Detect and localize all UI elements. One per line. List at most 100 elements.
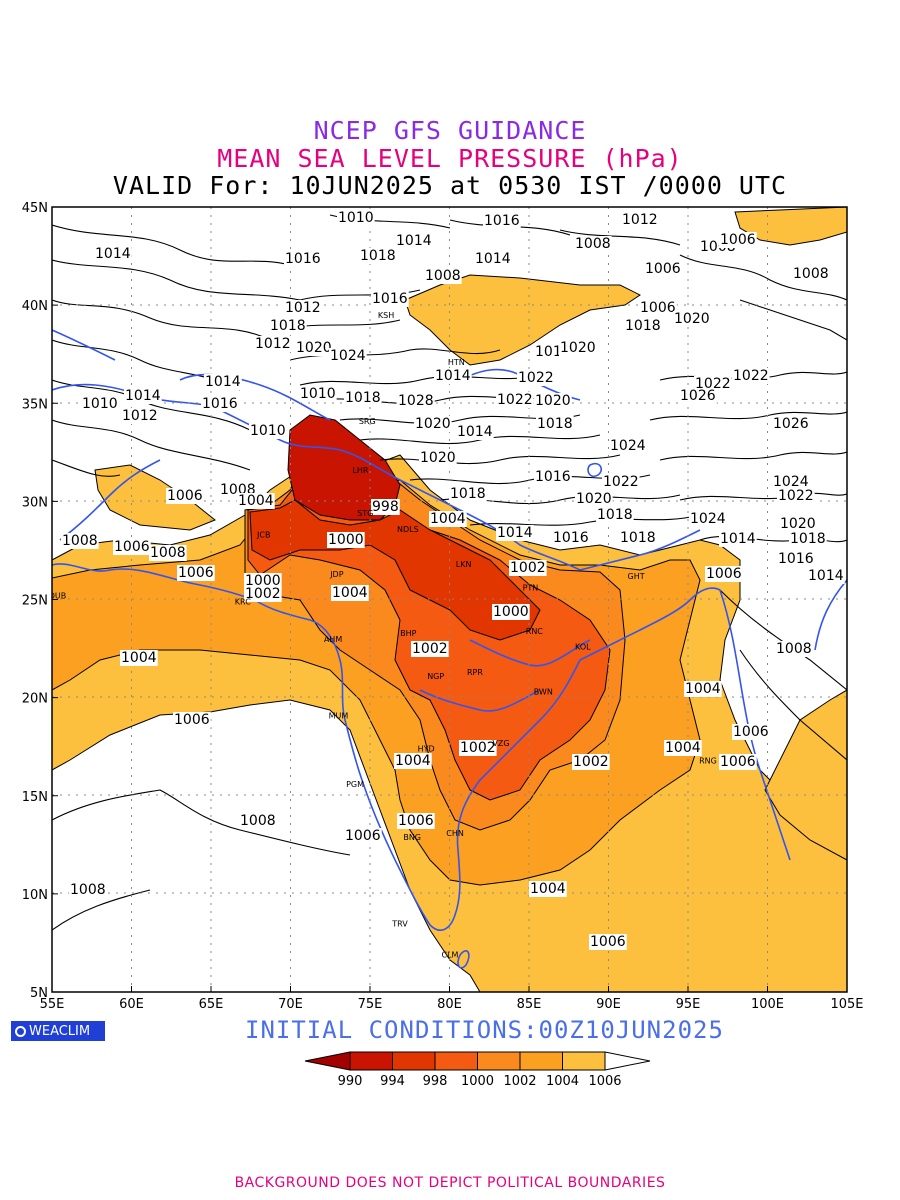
contour-label: 1020 xyxy=(560,340,596,356)
contour-label: 1004 xyxy=(238,493,274,509)
station-label: LKN xyxy=(456,560,472,569)
contour-label: 1004 xyxy=(332,585,368,601)
contour-label: 1010 xyxy=(250,423,286,439)
contour-label: 1014 xyxy=(435,368,471,384)
contour-label: 1016 xyxy=(535,469,571,485)
contour-label: 1024 xyxy=(330,348,366,364)
latitude-labels: 45N 40N 35N 30N 25N 20N 15N 10N 5N xyxy=(22,201,48,1001)
lon-label: 80E xyxy=(437,997,462,1012)
contour-label: 1014 xyxy=(205,374,241,390)
axis-ticks xyxy=(51,206,848,993)
station-label: STG xyxy=(357,509,373,518)
contour-label: 1016 xyxy=(285,251,321,267)
contour-label: 1014 xyxy=(720,531,756,547)
contour-label: 1010 xyxy=(300,386,336,402)
contour-label: 1024 xyxy=(690,511,726,527)
contour-label: 1024 xyxy=(610,438,646,454)
contour-label: 1022 xyxy=(778,488,814,504)
map-title-valid-time: VALID For: 10JUN2025 at 0530 IST /0000 U… xyxy=(112,171,788,200)
contour-label: 1006 xyxy=(345,828,381,844)
contour-label: 1008 xyxy=(62,533,98,549)
lat-label: 15N xyxy=(22,790,48,805)
station-label: JDP xyxy=(329,570,344,579)
station-label: PTN xyxy=(523,584,539,593)
contour-label: 1018 xyxy=(450,486,486,502)
contour-label: 1006 xyxy=(640,300,676,316)
contour-label: 1020 xyxy=(420,450,456,466)
contour-label: 1020 xyxy=(780,516,816,532)
contour-label: 1008 xyxy=(575,236,611,252)
contour-label: 1018 xyxy=(537,416,573,432)
contour-label: 1028 xyxy=(398,393,434,409)
contour-label: 1002 xyxy=(573,754,609,770)
station-labels: KSH HTN SRG LHR STG NDLS JCB JDP LKN PTN KRC DUB AHM… xyxy=(49,311,717,960)
logo-text: WEACLIM xyxy=(29,1023,91,1039)
legend-swatch xyxy=(562,1051,606,1071)
station-label: GHT xyxy=(628,572,645,581)
lat-label: 25N xyxy=(22,594,48,609)
map-title-variable: MEAN SEA LEVEL PRESSURE (hPa) xyxy=(217,144,683,173)
contour-label: 1008 xyxy=(425,268,461,284)
station-label: HYD xyxy=(418,745,435,754)
contour-label: 1002 xyxy=(412,641,448,657)
lon-label: 85E xyxy=(517,997,542,1012)
lat-label: 45N xyxy=(22,201,48,216)
contour-label: 1006 xyxy=(174,712,210,728)
legend-label: 998 xyxy=(423,1074,448,1089)
legend-swatch xyxy=(349,1051,393,1071)
contour-label: 1006 xyxy=(114,539,150,555)
contour-label: 1008 xyxy=(793,266,829,282)
contour-label: 1016 xyxy=(202,396,238,412)
initial-conditions-label: INITIAL CONDITIONS:00Z10JUN2025 xyxy=(245,1016,724,1044)
contour-label: 1014 xyxy=(95,246,131,262)
contour-label: 1014 xyxy=(125,388,161,404)
contour-label: 1020 xyxy=(296,340,332,356)
contour-label: 1024 xyxy=(773,474,809,490)
station-label: KOL xyxy=(575,643,591,652)
contour-label: 1020 xyxy=(674,311,710,327)
contour-label: 1016 xyxy=(553,530,589,546)
contour-label: 1004 xyxy=(395,753,431,769)
station-label: TRV xyxy=(391,919,408,928)
contour-label: 1002 xyxy=(510,560,546,576)
contour-label: 1004 xyxy=(430,511,466,527)
logo-ring-icon xyxy=(15,1025,26,1037)
contour-label: 1018 xyxy=(597,507,633,523)
contour-label: 1008 xyxy=(776,641,812,657)
legend-label: 1002 xyxy=(503,1074,536,1089)
contour-label: 1006 xyxy=(720,232,756,248)
contour-label: 1006 xyxy=(706,566,742,582)
lat-label: 30N xyxy=(22,495,48,510)
station-label: KSH xyxy=(378,311,394,320)
station-label: NGP xyxy=(427,672,444,681)
station-label: SRG xyxy=(359,417,376,426)
legend-arrow-high xyxy=(604,1051,651,1071)
contour-label: 1006 xyxy=(590,934,626,950)
station-label: BWN xyxy=(534,688,553,697)
graticule xyxy=(52,207,847,992)
contour-label: 1000 xyxy=(245,573,281,589)
station-label: RPR xyxy=(467,668,483,677)
lon-label: 70E xyxy=(278,997,303,1012)
legend-label: 1004 xyxy=(546,1074,579,1089)
lon-label: 65E xyxy=(199,997,224,1012)
contour-label: 1020 xyxy=(415,416,451,432)
station-label: PGM xyxy=(346,780,364,789)
contour-label: 1006 xyxy=(733,724,769,740)
map-title-guidance: NCEP GFS GUIDANCE xyxy=(313,116,587,145)
contour-label: 1000 xyxy=(328,532,364,548)
contour-label: 1006 xyxy=(720,754,756,770)
contour-label: 1008 xyxy=(150,545,186,561)
contour-label: 1006 xyxy=(645,261,681,277)
contour-label: 1006 xyxy=(178,565,214,581)
station-label: KRC xyxy=(235,597,251,606)
legend-label: 990 xyxy=(338,1074,363,1089)
station-label: DUB xyxy=(49,592,67,601)
lat-label: 20N xyxy=(22,692,48,707)
lat-label: 10N xyxy=(22,888,48,903)
contour-label: 1004 xyxy=(685,681,721,697)
contour-label: 1012 xyxy=(285,300,321,316)
contour-label: 1014 xyxy=(475,251,511,267)
contour-label: 1016 xyxy=(484,213,520,229)
contour-label: 1014 xyxy=(457,424,493,440)
